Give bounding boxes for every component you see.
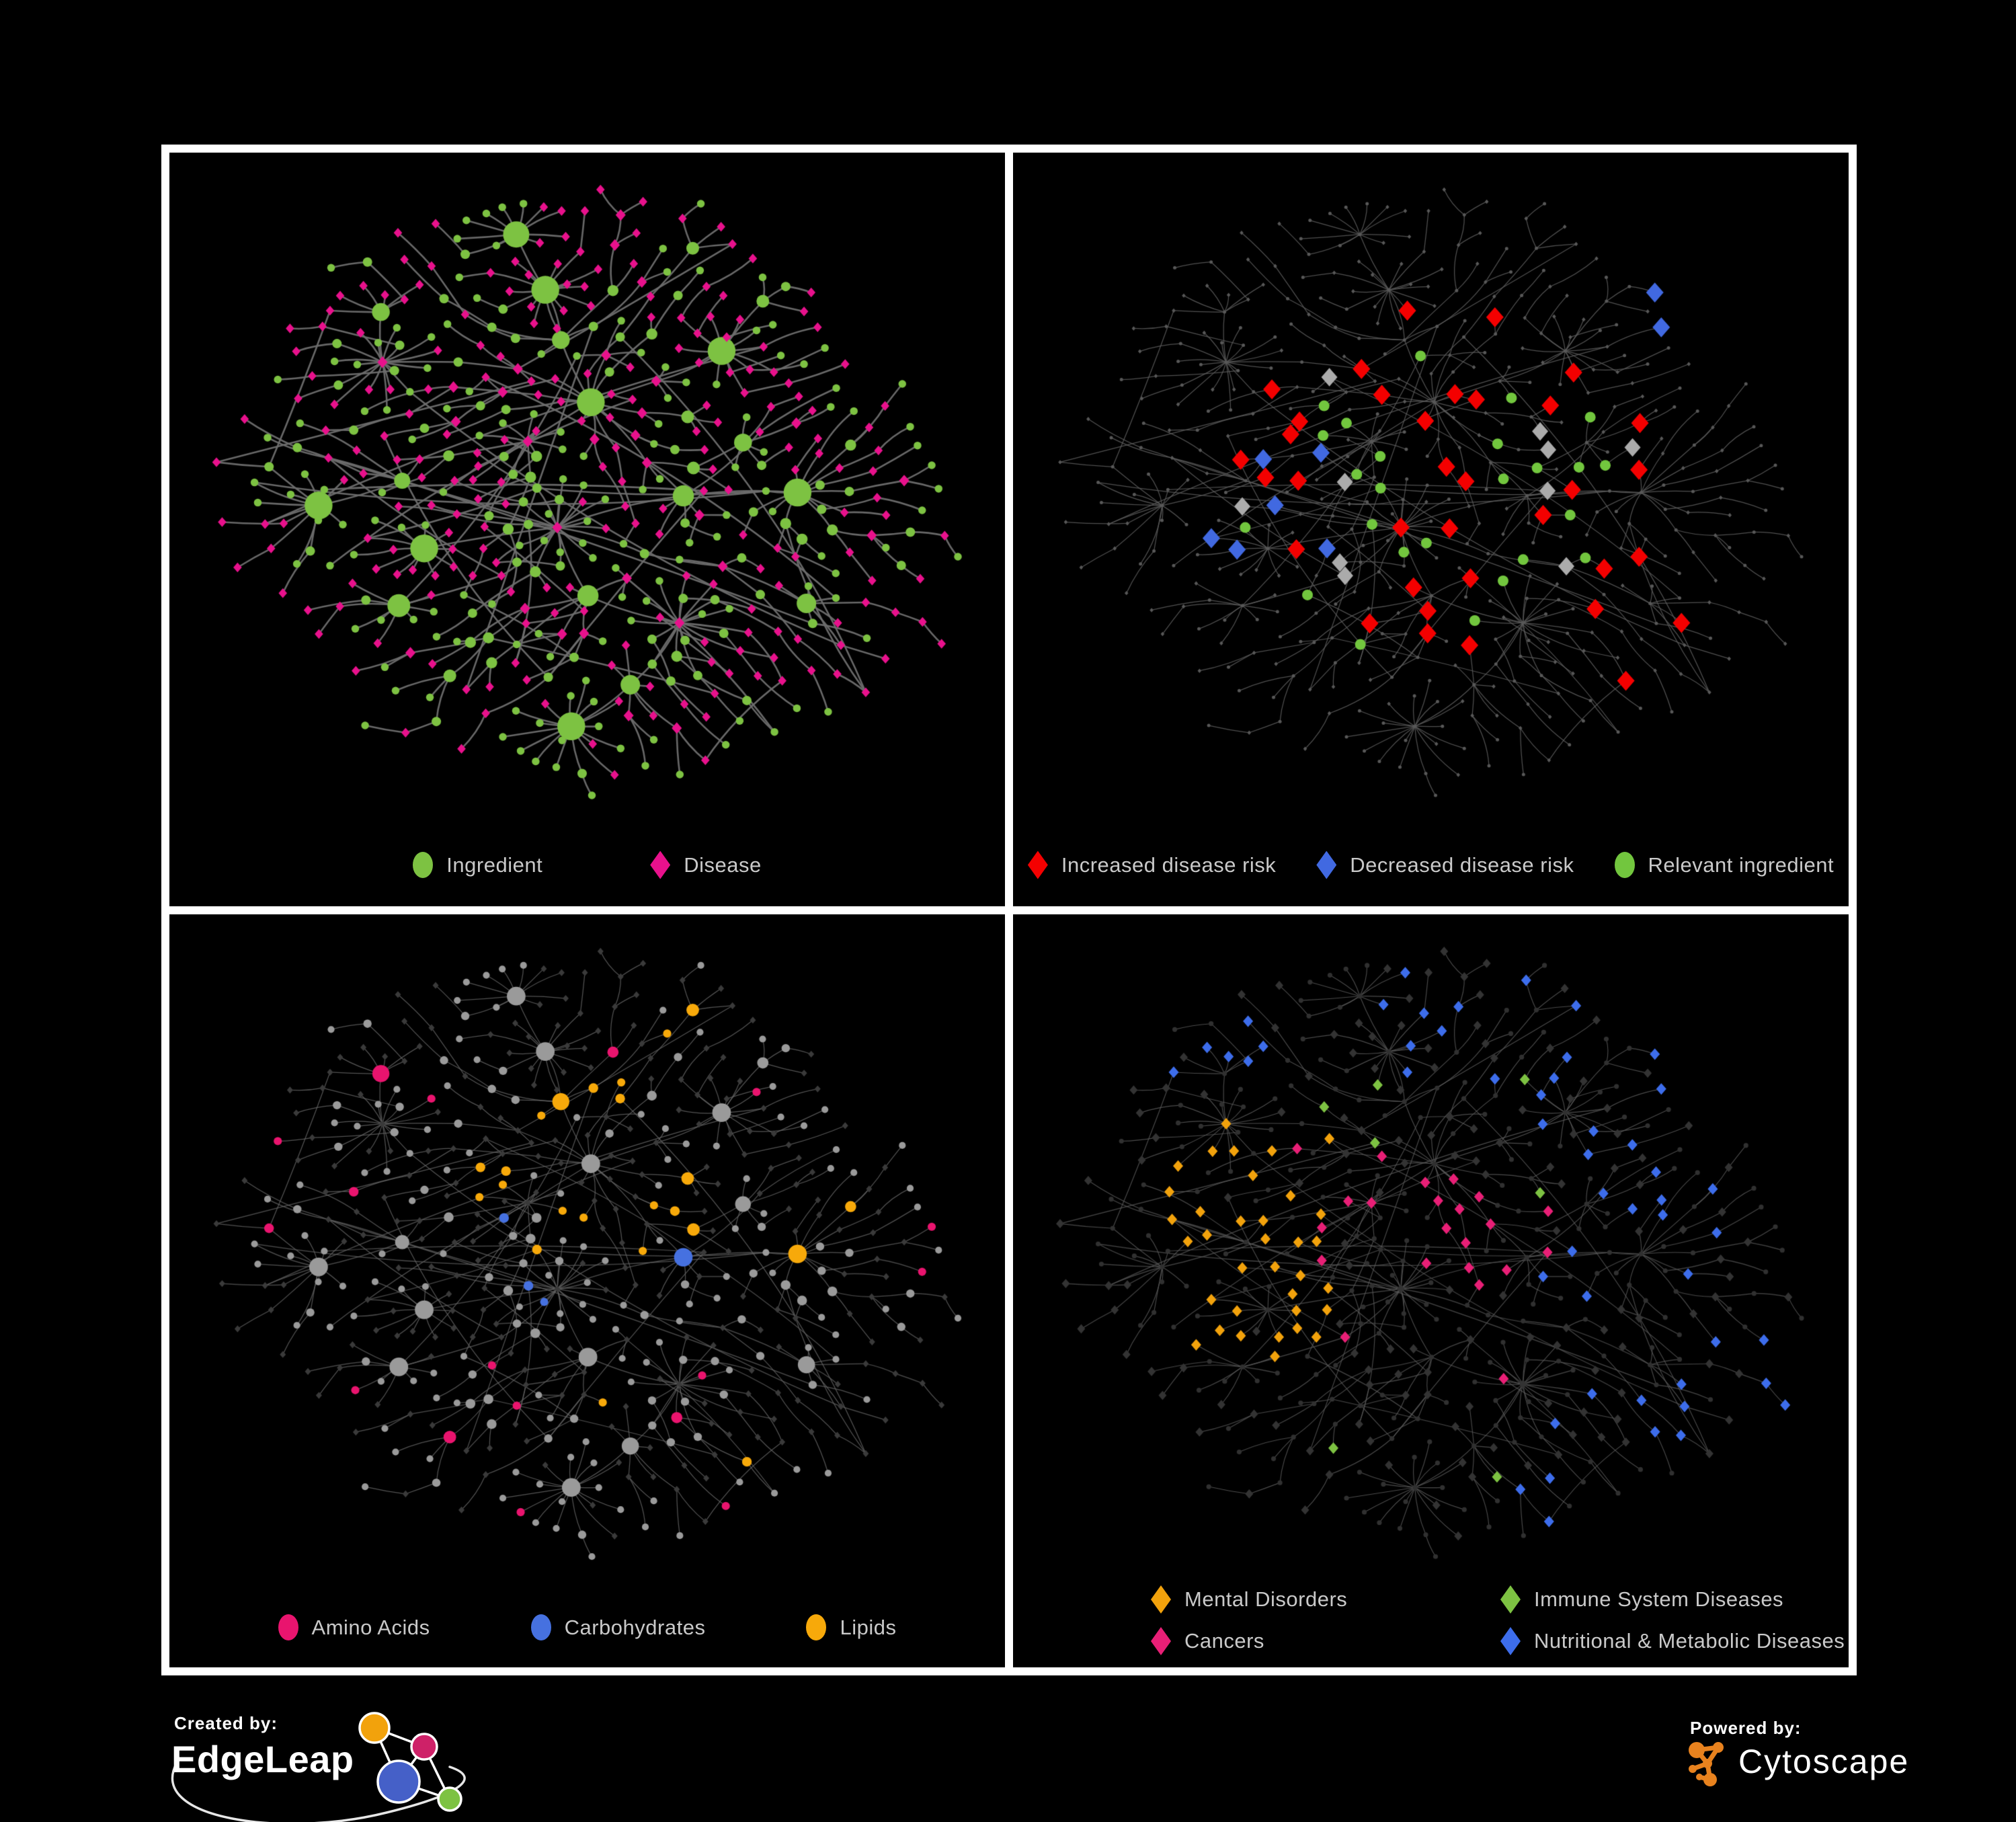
legend-label: Amino Acids <box>311 1615 430 1639</box>
legend-item-increased-disease-risk: Increased disease risk <box>1027 850 1277 879</box>
legend-label: Ingredient <box>446 853 543 877</box>
diamond-swatch-icon <box>1316 850 1337 879</box>
panel-nutrient-classes: Amino Acids Carbohydrates Lipids <box>169 914 1005 1667</box>
diamond-swatch-icon <box>1151 1627 1171 1655</box>
legend-item-nutritional-metabolic-diseases: Nutritional & Metabolic Diseases <box>1500 1627 1845 1655</box>
legend-label: Nutritional & Metabolic Diseases <box>1534 1629 1845 1653</box>
legend-item-lipids: Lipids <box>806 1614 896 1640</box>
legend-label: Disease <box>684 853 762 877</box>
cytoscape-logo-icon <box>1689 1742 1724 1786</box>
powered-by-label: Powered by: <box>1690 1718 1802 1738</box>
panel-disease-categories: Mental Disorders Immune System Diseases Ca… <box>1013 914 1849 1667</box>
figure-frame: Ingredient Disease Increased disease risk… <box>161 145 1857 1675</box>
legend-label: Cancers <box>1184 1629 1264 1653</box>
edgeleap-brand: EdgeLeap <box>171 1738 354 1780</box>
legend-disease-categories: Mental Disorders Immune System Diseases Ca… <box>1013 1585 1849 1655</box>
circle-swatch-icon <box>806 1614 827 1640</box>
legend-item-mental-disorders: Mental Disorders <box>1151 1585 1500 1614</box>
diamond-swatch-icon <box>1500 1627 1521 1655</box>
legend-item-amino-acids: Amino Acids <box>278 1614 430 1640</box>
legend-nutrient-classes: Amino Acids Carbohydrates Lipids <box>169 1614 1005 1640</box>
created-by-label: Created by: <box>174 1713 278 1733</box>
legend-label: Immune System Diseases <box>1534 1587 1784 1611</box>
legend-disease-risk: Increased disease risk Decreased disease … <box>1013 850 1849 879</box>
legend-item-decreased-disease-risk: Decreased disease risk <box>1316 850 1574 879</box>
circle-swatch-icon <box>530 1614 551 1640</box>
circle-swatch-icon <box>413 852 434 878</box>
legend-label: Carbohydrates <box>564 1615 706 1639</box>
legend-item-relevant-ingredient: Relevant ingredient <box>1614 852 1834 878</box>
network-canvas-nutrient-classes <box>169 914 1005 1667</box>
circle-swatch-icon <box>1614 852 1635 878</box>
panel-ingredient-disease: Ingredient Disease <box>169 153 1005 906</box>
legend-item-carbohydrates: Carbohydrates <box>530 1614 706 1640</box>
diamond-swatch-icon <box>650 850 671 879</box>
legend-item-disease: Disease <box>650 850 762 879</box>
legend-label: Decreased disease risk <box>1350 853 1574 877</box>
legend-item-cancers: Cancers <box>1151 1627 1500 1655</box>
legend-label: Relevant ingredient <box>1648 853 1834 877</box>
diamond-swatch-icon <box>1500 1585 1521 1614</box>
legend-label: Increased disease risk <box>1061 853 1277 877</box>
diamond-swatch-icon <box>1027 850 1048 879</box>
network-canvas-ingredient-disease <box>169 153 1005 906</box>
diamond-swatch-icon <box>1151 1585 1171 1614</box>
legend-item-ingredient: Ingredient <box>413 852 542 878</box>
created-by-block: Created by: EdgeLeap <box>165 1706 541 1822</box>
panel-disease-risk: Increased disease risk Decreased disease … <box>1013 153 1849 906</box>
network-canvas-disease-risk <box>1013 153 1849 906</box>
legend-label: Lipids <box>840 1615 897 1639</box>
cytoscape-brand: Cytoscape <box>1738 1743 1910 1780</box>
circle-swatch-icon <box>278 1614 298 1640</box>
legend-label: Mental Disorders <box>1184 1587 1348 1611</box>
legend-item-immune-system-diseases: Immune System Diseases <box>1500 1585 1845 1614</box>
powered-by-block: Powered by: Cytoscape <box>1681 1711 1990 1805</box>
network-canvas-disease-categories <box>1013 914 1849 1667</box>
legend-ingredient-disease: Ingredient Disease <box>169 850 1005 879</box>
